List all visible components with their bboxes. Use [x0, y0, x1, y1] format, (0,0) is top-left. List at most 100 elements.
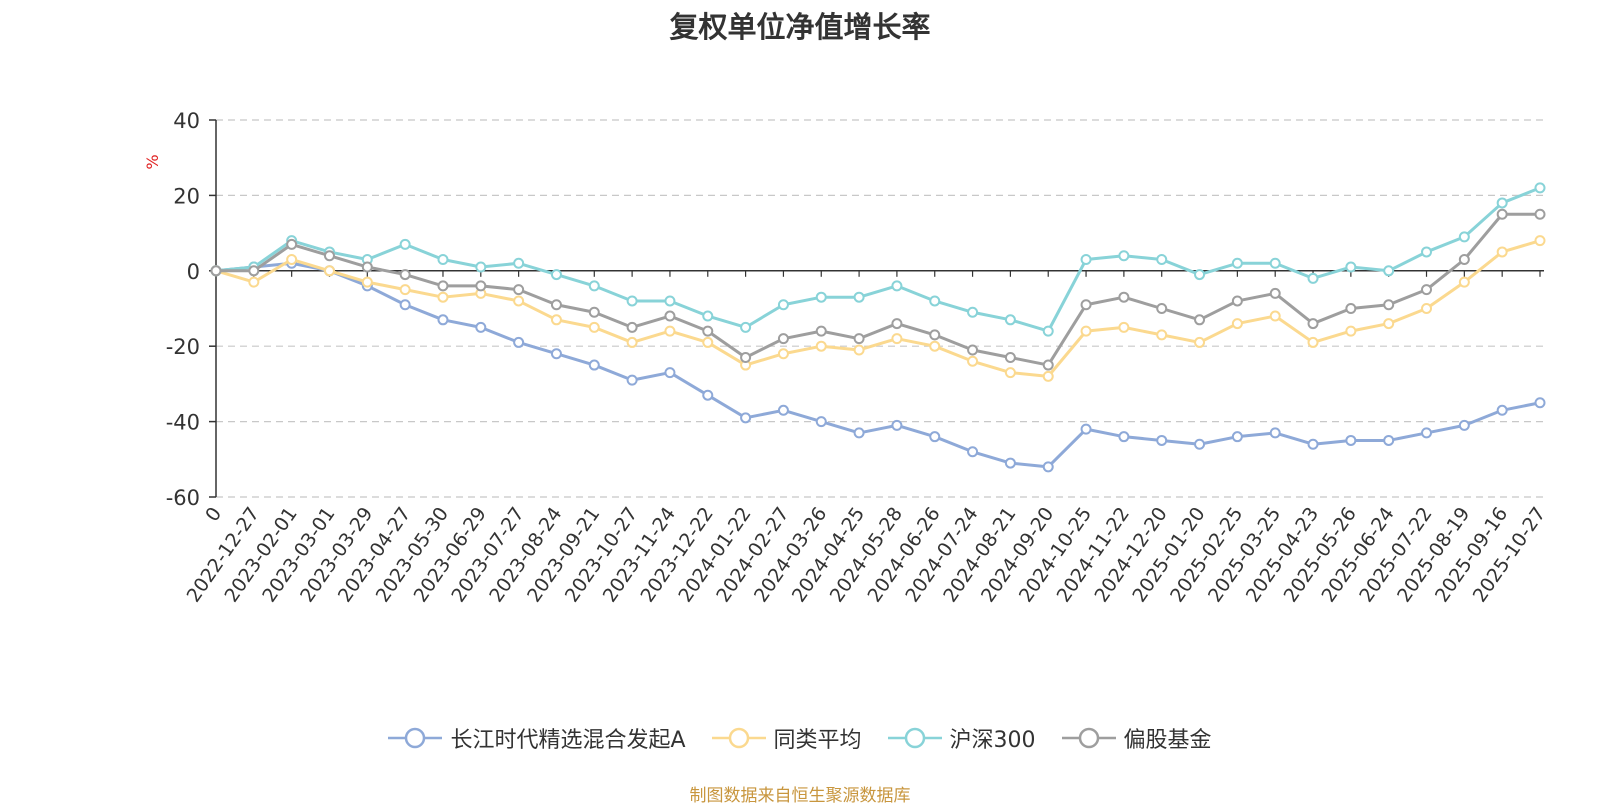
data-point: [815, 340, 827, 352]
data-point: [815, 416, 827, 428]
legend: 长江时代精选混合发起A 同类平均 沪深300 偏股基金: [0, 722, 1600, 754]
data-point: [1042, 370, 1054, 382]
series-line: [215, 186, 1541, 333]
legend-marker-icon: [887, 727, 942, 749]
legend-item[interactable]: 长江时代精选混合发起A: [388, 722, 686, 754]
series-4: [210, 208, 1546, 371]
data-point: [1194, 314, 1206, 326]
line-chart: 40200-20-40-60%02022-12-272023-02-012023…: [143, 109, 1550, 606]
legend-item[interactable]: 偏股基金: [1061, 722, 1212, 754]
grid-lines: [216, 119, 1544, 498]
data-point: [1231, 431, 1243, 443]
data-point: [1042, 461, 1054, 473]
data-point: [1269, 427, 1281, 439]
data-point: [1345, 434, 1357, 446]
data-point: [399, 269, 411, 281]
data-point: [1496, 246, 1508, 258]
data-point: [210, 265, 222, 277]
data-point: [399, 284, 411, 296]
data-point: [626, 295, 638, 307]
data-point: [1156, 253, 1168, 265]
data-point: [777, 299, 789, 311]
data-point: [929, 329, 941, 341]
data-point: [1042, 359, 1054, 371]
data-point: [1269, 310, 1281, 322]
data-source-note: 制图数据来自恒生聚源数据库: [689, 786, 911, 806]
legend-item[interactable]: 同类平均: [711, 722, 862, 754]
series-2: [210, 235, 1546, 382]
y-tick-label: -20: [166, 335, 200, 359]
legend-marker-icon: [711, 727, 766, 749]
data-point: [967, 306, 979, 318]
data-point: [626, 336, 638, 348]
axes: [209, 119, 1544, 498]
data-point: [1231, 318, 1243, 330]
series-line: [215, 261, 1541, 469]
data-point: [664, 310, 676, 322]
data-point: [929, 431, 941, 443]
data-point: [1421, 427, 1433, 439]
data-point: [740, 321, 752, 333]
data-point: [1156, 434, 1168, 446]
data-point: [740, 412, 752, 424]
data-point: [248, 276, 260, 288]
data-point: [1194, 336, 1206, 348]
data-point: [361, 261, 373, 273]
data-point: [1534, 397, 1546, 409]
series-3: [210, 182, 1546, 337]
data-point: [1458, 276, 1470, 288]
data-point: [1004, 457, 1016, 469]
data-point: [550, 314, 562, 326]
data-point: [1383, 434, 1395, 446]
legend-item[interactable]: 沪深300: [887, 722, 1036, 754]
data-point: [891, 333, 903, 345]
data-point: [1118, 291, 1130, 303]
data-point: [513, 284, 525, 296]
data-point: [967, 355, 979, 367]
data-point: [929, 340, 941, 352]
data-point: [702, 389, 714, 401]
data-point: [1269, 287, 1281, 299]
data-point: [1269, 257, 1281, 269]
data-point: [1458, 231, 1470, 243]
x-tick-label: 0: [201, 503, 226, 526]
series-line: [215, 239, 1541, 378]
data-point: [1004, 314, 1016, 326]
data-point: [588, 359, 600, 371]
data-point: [891, 318, 903, 330]
data-point: [550, 348, 562, 360]
data-point: [1421, 246, 1433, 258]
data-point: [475, 261, 487, 273]
data-point: [248, 265, 260, 277]
data-point: [1080, 423, 1092, 435]
data-point: [853, 427, 865, 439]
series-line: [216, 212, 1540, 367]
legend-marker-icon: [388, 727, 443, 749]
data-point: [740, 352, 752, 364]
data-point: [1118, 431, 1130, 443]
data-point: [1421, 303, 1433, 314]
data-point: [1231, 295, 1243, 307]
y-tick-label: 0: [187, 260, 200, 284]
data-point: [1080, 299, 1092, 311]
data-point: [626, 374, 638, 386]
data-point: [626, 321, 638, 333]
data-point: [1118, 250, 1130, 262]
data-point: [853, 333, 865, 345]
data-point: [361, 276, 373, 288]
data-point: [1345, 261, 1357, 273]
legend-label: 偏股基金: [1123, 728, 1212, 753]
data-point: [1307, 336, 1319, 348]
data-point: [853, 344, 865, 356]
data-point: [1307, 438, 1319, 450]
data-point: [664, 295, 676, 307]
data-point: [588, 306, 600, 318]
data-point: [1042, 325, 1054, 337]
data-point: [513, 257, 525, 269]
series-1: [210, 257, 1546, 473]
data-point: [437, 253, 449, 265]
y-tick-label: -40: [166, 411, 200, 435]
data-point: [437, 280, 449, 292]
data-point: [1194, 438, 1206, 450]
data-point: [891, 419, 903, 431]
